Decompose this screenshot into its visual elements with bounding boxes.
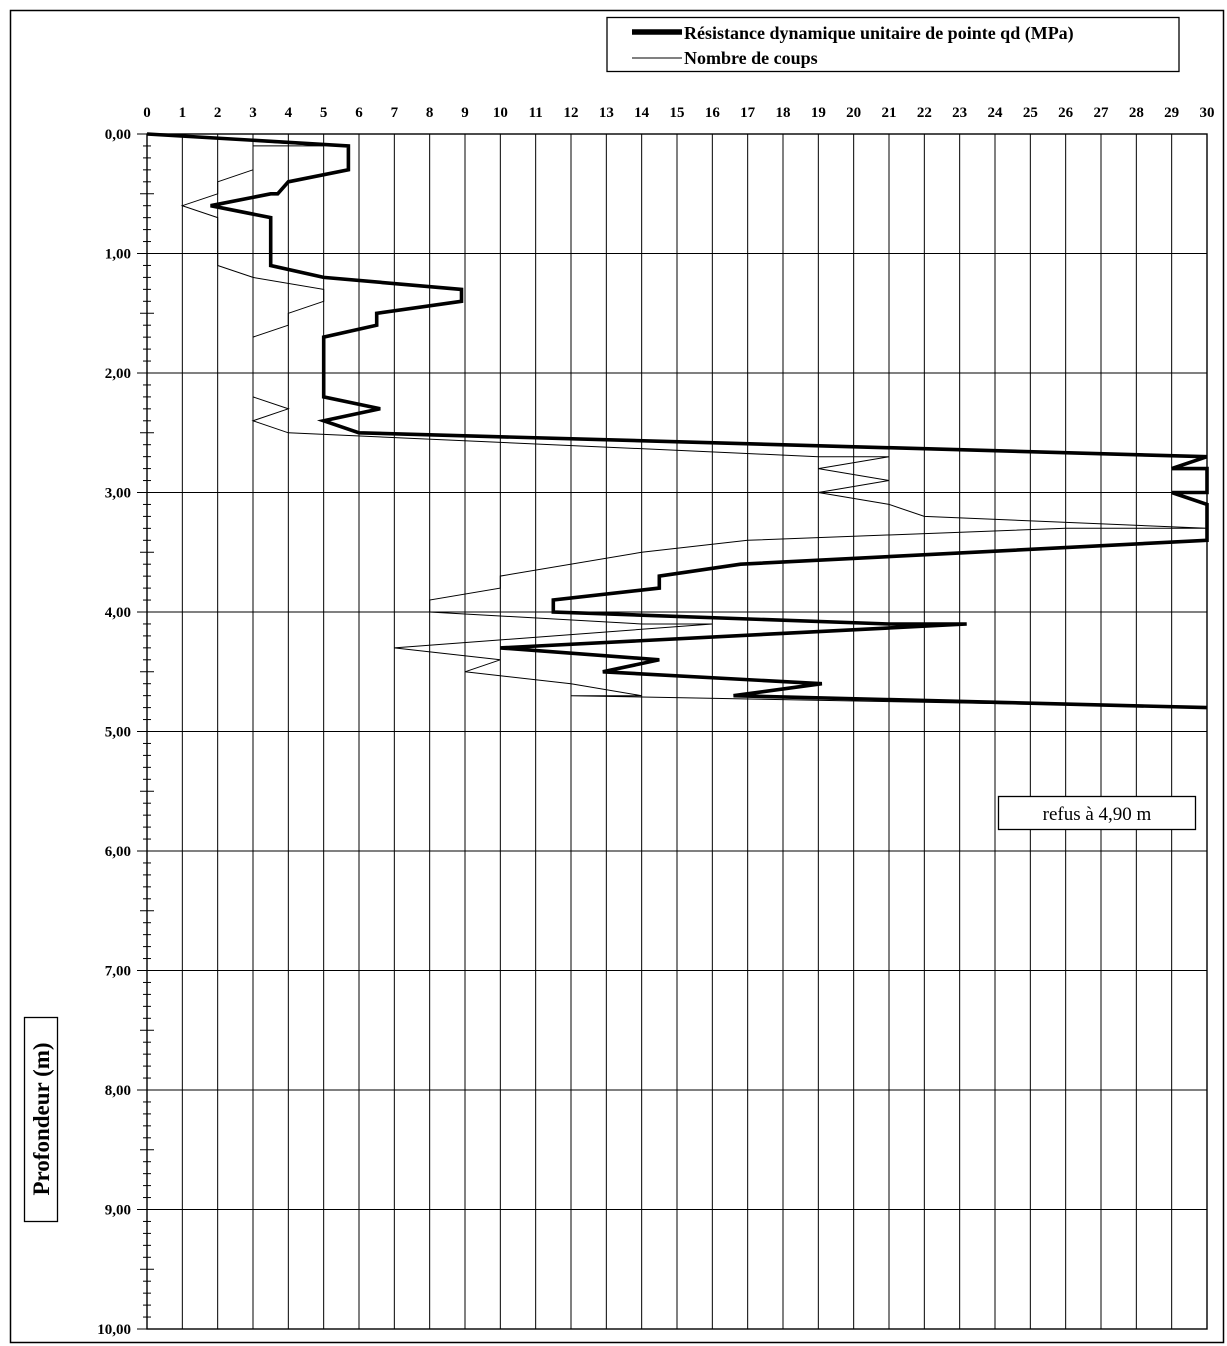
y-tick-label: 6,00	[105, 844, 131, 860]
y-tick-label: 2,00	[105, 366, 131, 382]
y-tick-label: 1,00	[105, 247, 131, 263]
series	[146, 132, 1209, 710]
y-axis-title-text: Profondeur (m)	[29, 1042, 54, 1195]
refusal-note-box	[997, 795, 1197, 831]
refusal-note: refus à 4,90 m	[997, 795, 1197, 831]
x-tick-label: 0	[143, 105, 151, 121]
y-tick-label: 5,00	[105, 725, 131, 741]
legend-label-coups: Nombre de coups	[684, 48, 818, 68]
x-tick-label: 29	[1164, 105, 1179, 121]
x-tick-label: 17	[740, 105, 756, 121]
x-tick-label: 22	[917, 105, 932, 121]
x-tick-label: 26	[1058, 105, 1074, 121]
y-tick-label: 3,00	[105, 486, 131, 502]
x-tick-label: 7	[391, 105, 399, 121]
x-tick-label: 25	[1023, 105, 1038, 121]
x-tick-label: 12	[564, 105, 579, 121]
y-tick-labels: 0,00 1,00 2,00 3,00 4,00 5,00 6,00 7,00 8,00 9,00…	[97, 127, 131, 1338]
x-tick-label: 4	[285, 105, 293, 121]
series-line-coups	[146, 133, 1208, 709]
refusal-note-text: refus à 4,90 m	[1043, 804, 1152, 825]
x-tick-label: 23	[952, 105, 967, 121]
y-tick-label: 9,00	[105, 1203, 131, 1219]
x-tick-label: 2	[214, 105, 222, 121]
x-tick-label: 21	[882, 105, 897, 121]
y-tick-label: 7,00	[105, 964, 131, 980]
x-tick-label: 8	[426, 105, 434, 121]
x-tick-label: 6	[355, 105, 363, 121]
y-tick-label: 0,00	[105, 127, 131, 143]
y-axis-title: Profondeur (m)	[23, 1016, 59, 1223]
x-tick-label: 11	[529, 105, 543, 121]
x-tick-label: 20	[846, 105, 861, 121]
grid	[146, 133, 1208, 1330]
x-tick-label: 27	[1094, 105, 1110, 121]
y-minor-ticks	[137, 133, 157, 1330]
y-tick-label: 8,00	[105, 1083, 131, 1099]
legend-box	[606, 16, 1180, 73]
x-tick-label: 16	[705, 105, 721, 121]
x-tick-label: 3	[249, 105, 257, 121]
x-tick-label: 30	[1200, 105, 1215, 121]
y-tick-label: 4,00	[105, 605, 131, 621]
x-tick-label: 14	[634, 105, 650, 121]
y-tick-label: 10,00	[97, 1322, 131, 1338]
legend-label-qd: Résistance dynamique unitaire de pointe …	[684, 23, 1074, 44]
outer-frame	[9, 9, 1225, 1344]
x-tick-label: 1	[179, 105, 187, 121]
x-tick-label: 19	[811, 105, 826, 121]
legend: Résistance dynamique unitaire de pointe …	[606, 16, 1180, 73]
x-tick-label: 9	[461, 105, 469, 121]
x-tick-label: 13	[599, 105, 614, 121]
x-tick-label: 5	[320, 105, 328, 121]
y-axis-title-box	[23, 1016, 59, 1223]
x-tick-label: 28	[1129, 105, 1144, 121]
x-tick-label: 10	[493, 105, 508, 121]
x-tick-label: 18	[776, 105, 791, 121]
x-tick-label: 24	[988, 105, 1004, 121]
x-tick-label: 15	[670, 105, 685, 121]
x-tick-labels: 0 1 2 3 4 5 6 7 8 9 10 11 12 13 14 15 16 17 18 19 20 21 22 23 24…	[143, 105, 1214, 121]
series-line-qd	[146, 132, 1209, 710]
